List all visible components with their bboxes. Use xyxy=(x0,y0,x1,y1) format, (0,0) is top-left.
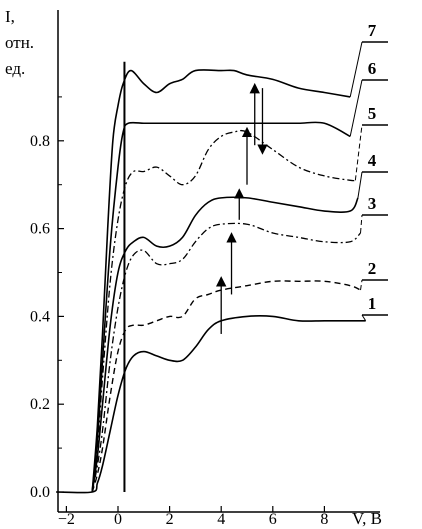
leader-line-2 xyxy=(360,279,363,291)
x-axis-label: V, В xyxy=(352,509,382,528)
curves xyxy=(56,61,366,494)
x-tick-label: 8 xyxy=(320,511,328,528)
y-axis-label-line: отн. xyxy=(5,33,34,52)
y-tick-label: 0.8 xyxy=(30,133,50,150)
curve-label-3: 3 xyxy=(368,194,377,213)
curve-label-leaders xyxy=(349,41,388,322)
series-1-line xyxy=(56,315,366,494)
curve-label-1: 1 xyxy=(368,294,377,313)
series-7-line xyxy=(91,69,351,493)
x-tick-label: 2 xyxy=(166,511,174,528)
curve-label-6: 6 xyxy=(368,59,377,78)
curve-label-4: 4 xyxy=(368,151,377,170)
x-tick-label: −2 xyxy=(58,511,75,528)
leader-line-3 xyxy=(360,214,363,234)
leader-line-7 xyxy=(349,41,363,98)
series-4-line xyxy=(91,196,359,493)
axes xyxy=(57,10,380,513)
y-tick-label: 0.6 xyxy=(30,221,50,238)
y-axis-label-line: ед. xyxy=(5,59,25,78)
series-3-line xyxy=(91,222,361,493)
arrows xyxy=(215,82,268,334)
leader-line-6 xyxy=(349,79,363,137)
series-2-line xyxy=(91,280,361,493)
series-5-line xyxy=(91,129,356,493)
y-tick-label: 0.4 xyxy=(30,308,50,325)
y-tick-label: 0.0 xyxy=(30,484,50,501)
series-6-line xyxy=(91,121,351,493)
x-tick-label: 0 xyxy=(114,511,122,528)
curve-label-7: 7 xyxy=(368,21,377,40)
y-tick-label: 0.2 xyxy=(30,396,50,413)
leader-line-4 xyxy=(357,171,363,198)
axis-labels: 1 2 3 4 5 6 7 I, отн. ед. V, В xyxy=(5,7,382,528)
x-tick-label: 6 xyxy=(269,511,277,528)
curve-label-5: 5 xyxy=(368,104,377,123)
leader-line-1 xyxy=(361,314,367,322)
curve-label-2: 2 xyxy=(368,259,377,278)
leader-line-5 xyxy=(354,124,363,181)
tick-labels: 0.0 0.2 0.4 0.6 0.8 −2 0 2 4 6 8 xyxy=(30,133,328,528)
y-axis-label-line: I, xyxy=(5,7,15,26)
x-tick-label: 4 xyxy=(217,511,225,528)
